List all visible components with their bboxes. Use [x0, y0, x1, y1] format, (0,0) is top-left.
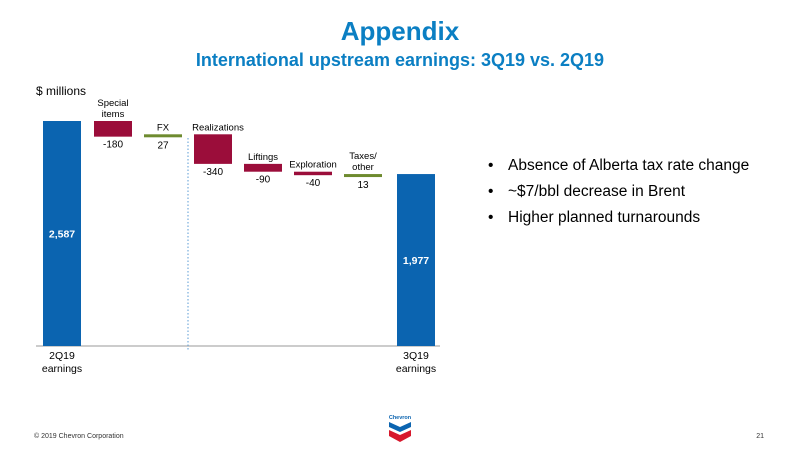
logo-text: Chevron: [389, 415, 412, 421]
category-label-3q19-earnings: earnings: [396, 363, 436, 375]
data-label-3q19-earnings: 1,977: [403, 255, 429, 267]
category-label-special-items: items: [102, 109, 125, 120]
copyright-footer: © 2019 Chevron Corporation: [34, 433, 124, 440]
bar-special-items: [94, 121, 132, 137]
logo-chevron-upper: [389, 422, 411, 432]
data-label-liftings: -90: [256, 175, 271, 186]
category-label-taxes-other: Taxes/: [349, 151, 377, 162]
bar-2q19-earnings: [43, 121, 81, 346]
bar-liftings: [244, 163, 282, 172]
bar-realizations: [194, 134, 232, 164]
bullet-list: Absence of Alberta tax rate change ~$7/b…: [488, 153, 749, 231]
slide-title: Appendix: [340, 16, 460, 46]
bar-fx: [144, 134, 182, 138]
bar-3q19-earnings: [397, 174, 435, 346]
category-label-3q19-earnings: 3Q19: [403, 350, 429, 362]
category-label-2q19-earnings: 2Q19: [49, 350, 75, 362]
data-label-2q19-earnings: 2,587: [49, 229, 75, 241]
bar-taxes-other: [344, 174, 382, 178]
data-label-special-items: -180: [103, 140, 123, 151]
bar-exploration: [294, 171, 332, 176]
data-label-realizations: -340: [203, 167, 223, 178]
bullet-item: Higher planned turnarounds: [488, 205, 749, 231]
category-label-realizations: Realizations: [192, 122, 244, 133]
category-label-exploration: Exploration: [289, 160, 337, 171]
page-number: 21: [756, 433, 764, 440]
bullet-item: ~$7/bbl decrease in Brent: [488, 179, 749, 205]
data-label-taxes-other: 13: [357, 180, 369, 191]
category-label-taxes-other: other: [352, 162, 374, 173]
logo-chevron-lower: [389, 430, 411, 442]
category-label-special-items: Special: [97, 98, 128, 109]
category-label-liftings: Liftings: [248, 152, 278, 163]
chevron-logo: Chevron: [389, 415, 412, 442]
units-label: $ millions: [36, 84, 87, 98]
slide-subtitle: International upstream earnings: 3Q19 vs…: [195, 50, 605, 70]
bullet-item: Absence of Alberta tax rate change: [488, 153, 749, 179]
category-label-2q19-earnings: earnings: [42, 363, 82, 375]
data-label-exploration: -40: [306, 178, 321, 189]
data-label-fx: 27: [157, 140, 169, 151]
category-label-fx: FX: [157, 122, 170, 133]
